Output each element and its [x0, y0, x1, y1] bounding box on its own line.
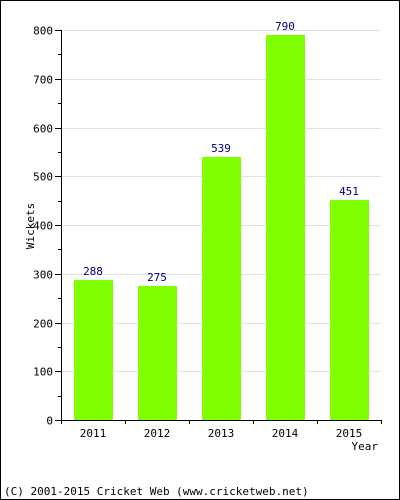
bar-2012	[138, 286, 177, 420]
bar-2014	[266, 35, 305, 420]
y-axis-title: Wickets	[24, 203, 37, 249]
y-tick-label: 0	[46, 415, 53, 428]
x-tick-label: 2013	[208, 427, 235, 440]
bar-2011	[74, 280, 113, 420]
y-tick-label: 300	[33, 269, 53, 282]
bar-value-label: 539	[211, 142, 231, 155]
x-tick-label: 2014	[272, 427, 299, 440]
bar-value-label: 790	[275, 20, 295, 33]
x-tick-label: 2015	[336, 427, 363, 440]
bar-value-label: 288	[83, 265, 103, 278]
x-axis-title: Year	[352, 440, 379, 453]
y-tick-label: 800	[33, 25, 53, 38]
y-tick-label: 100	[33, 366, 53, 379]
bars	[74, 35, 369, 420]
y-tick-label: 500	[33, 171, 53, 184]
x-tick-label: 2012	[144, 427, 171, 440]
labels: 0 100 200 300 400 500 600 700 800 288 2011 275 2012 5…	[33, 20, 362, 440]
y-tick-label: 200	[33, 318, 53, 331]
bar-value-label: 275	[147, 271, 167, 284]
bar-2013	[202, 157, 241, 420]
bar-2015	[330, 200, 369, 420]
axes	[55, 30, 382, 424]
y-tick-label: 600	[33, 123, 53, 136]
copyright-footer: (C) 2001-2015 Cricket Web (www.cricketwe…	[4, 485, 309, 498]
y-tick-label: 700	[33, 74, 53, 87]
y-tick-label: 400	[33, 220, 53, 233]
bar-value-label: 451	[339, 185, 359, 198]
x-tick-label: 2011	[80, 427, 107, 440]
